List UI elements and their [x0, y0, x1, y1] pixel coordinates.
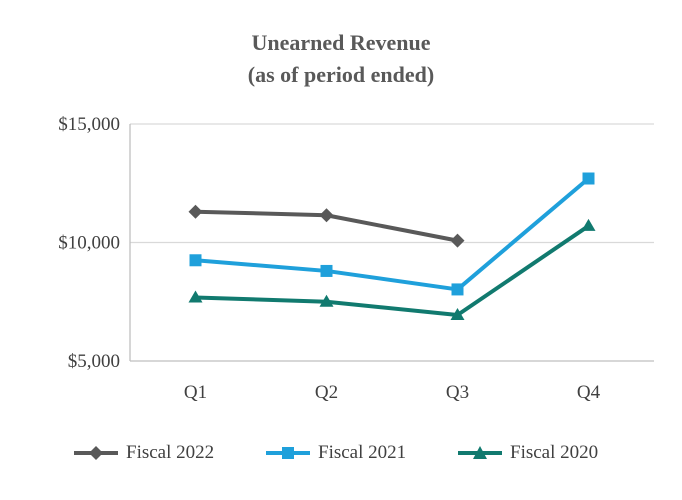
grid-layer	[130, 123, 654, 244]
data-point-fiscal-2020	[188, 290, 203, 303]
series-line-fiscal-2020	[195, 224, 590, 318]
legend-label-fiscal-2020: Fiscal 2020	[510, 442, 599, 463]
legend-item-fiscal-2022: Fiscal 2022	[74, 438, 214, 468]
legend-marker-square-icon	[266, 447, 310, 459]
legend-item-fiscal-2021: Fiscal 2021	[266, 438, 406, 468]
y-tick-label: $10,000	[58, 233, 120, 254]
legend-item-fiscal-2020: Fiscal 2020	[458, 438, 598, 468]
data-point-fiscal-2021	[320, 264, 333, 277]
data-point-fiscal-2020	[450, 308, 465, 321]
data-point-fiscal-2021	[451, 283, 464, 296]
data-point-fiscal-2022	[319, 208, 334, 223]
x-tick-label: Q3	[446, 382, 469, 403]
data-point-fiscal-2022	[188, 204, 203, 219]
data-point-fiscal-2021	[582, 172, 595, 185]
axis-layer: $15,000 $10,000 $5,000 Q1 Q2 Q3 Q4	[58, 114, 654, 403]
x-tick-label: Q2	[315, 382, 338, 403]
legend-marker-diamond-icon	[74, 446, 118, 460]
series-layer	[188, 172, 596, 321]
chart-subtitle: (as of period ended)	[247, 62, 435, 87]
x-tick-label: Q4	[577, 382, 601, 403]
data-point-fiscal-2022	[450, 233, 465, 248]
data-point-fiscal-2020	[319, 294, 334, 307]
legend: Fiscal 2022 Fiscal 2021 Fiscal 2020	[0, 438, 682, 468]
data-point-fiscal-2021	[189, 254, 202, 267]
x-tick-label: Q1	[184, 382, 207, 403]
data-point-fiscal-2020	[581, 218, 596, 231]
y-tick-label: $5,000	[68, 351, 120, 372]
series-line-fiscal-2021	[195, 176, 590, 292]
legend-marker-triangle-icon	[458, 446, 502, 459]
y-tick-label: $15,000	[58, 114, 120, 135]
chart-title: Unearned Revenue	[251, 30, 431, 55]
legend-label-fiscal-2022: Fiscal 2022	[126, 442, 215, 463]
legend-label-fiscal-2021: Fiscal 2021	[318, 442, 407, 463]
